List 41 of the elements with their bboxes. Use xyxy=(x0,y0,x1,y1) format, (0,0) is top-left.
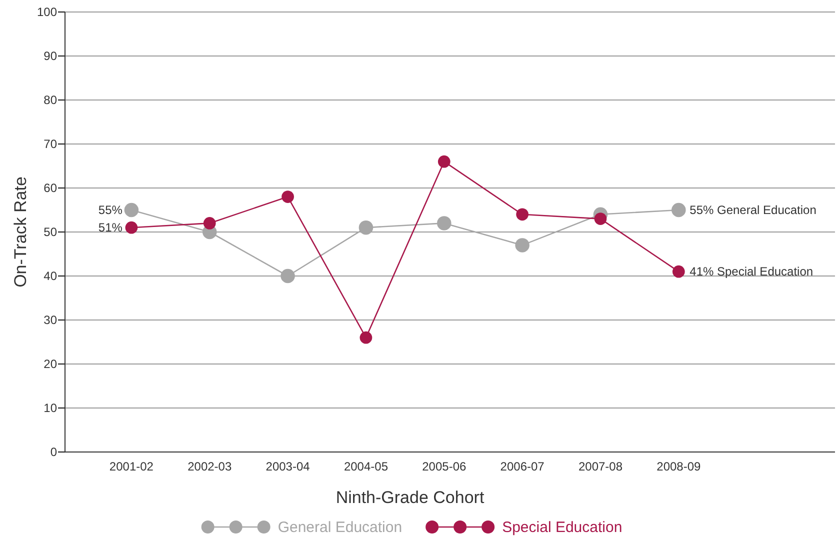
point xyxy=(672,265,685,278)
legend-label: General Education xyxy=(278,519,402,536)
x-tick-label: 2005-06 xyxy=(422,460,466,474)
y-tick-label: 10 xyxy=(44,400,58,415)
point xyxy=(672,202,686,218)
y-tick-label: 90 xyxy=(44,48,58,63)
legend-label: Special Education xyxy=(502,519,622,536)
point xyxy=(282,190,294,203)
point xyxy=(516,208,528,221)
point xyxy=(280,268,295,284)
x-tick-label: 2001-02 xyxy=(109,460,154,474)
point xyxy=(360,331,372,344)
annotation: 55% General Education xyxy=(690,203,816,217)
x-tick-label: 2002-03 xyxy=(188,460,232,474)
x-tick-label: 2006-07 xyxy=(500,460,545,474)
y-tick-label: 50 xyxy=(44,224,58,239)
y-tick-label: 0 xyxy=(50,444,58,459)
y-tick-label: 60 xyxy=(44,180,58,195)
point xyxy=(515,238,530,252)
x-tick-label: 2008-09 xyxy=(656,460,701,474)
point xyxy=(125,221,138,234)
point xyxy=(438,155,450,168)
x-tick-label: 2007-08 xyxy=(578,460,623,474)
y-tick-label: 30 xyxy=(44,312,58,327)
y-axis-title: On-Track Rate xyxy=(11,176,30,288)
point xyxy=(437,216,452,230)
x-axis-title: Ninth-Grade Cohort xyxy=(336,488,484,507)
point xyxy=(594,212,607,225)
annotation: 55% xyxy=(98,203,123,217)
y-tick-label: 70 xyxy=(44,136,58,151)
x-tick-label: 2003-04 xyxy=(266,460,310,474)
y-tick-label: 20 xyxy=(44,356,58,371)
y-tick-label: 40 xyxy=(44,268,58,283)
annotation: 41% Special Education xyxy=(690,264,814,279)
point xyxy=(203,217,216,230)
point xyxy=(358,220,374,235)
y-tick-label: 100 xyxy=(36,4,58,19)
y-tick-label: 80 xyxy=(44,92,58,107)
x-tick-label: 2004-05 xyxy=(344,460,388,474)
annotation: 51% xyxy=(98,220,123,235)
point xyxy=(124,202,139,218)
